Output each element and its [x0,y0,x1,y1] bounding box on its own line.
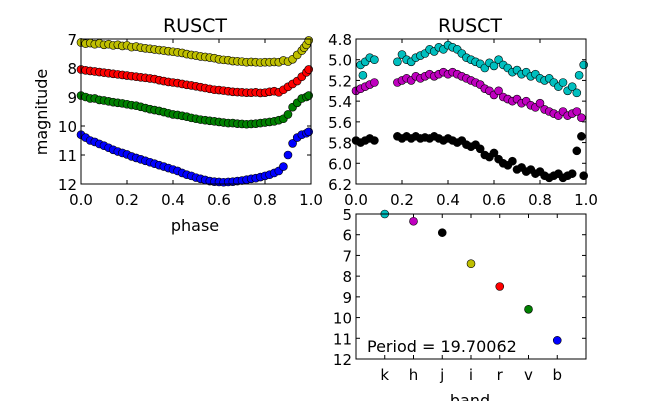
x-tick-label: 0.6 [482,191,506,209]
y-tick-label: 8 [67,60,77,78]
band-marker-r [495,282,505,291]
x-tick-label: 0.8 [253,191,277,209]
band-panel-xlabel: band [450,391,490,401]
y-tick-label: 6 [342,227,352,245]
x-tick-label: v [524,366,533,384]
data-point [572,88,582,98]
x-tick-label: 0.0 [69,191,93,209]
x-tick-label: j [439,366,444,384]
x-tick-label: 0.4 [161,191,185,209]
right-panel-frame [355,38,587,185]
right-panel-markers [351,40,589,183]
band-panel-frame [355,213,587,360]
data-point [567,82,577,91]
data-point [358,70,368,80]
x-tick-label: r [497,366,504,384]
left-panel-markers [76,36,314,187]
x-tick-label: 0.4 [436,191,460,209]
data-point [572,146,582,156]
right-panel-ticks: 4.8 5.0 5.2 5.4 5.6 5.8 6.0 6.20.0 0.2 0.4 0.6 0.8 1… [328,31,598,209]
data-point [370,136,379,145]
band-marker-b [552,336,562,345]
y-tick-label: 5.6 [328,114,352,132]
left-panel-xlabel: phase [171,216,219,235]
x-tick-label: i [469,366,473,384]
y-tick-label: 4.8 [328,31,352,49]
data-point [567,169,577,178]
x-tick-label: 0.2 [390,191,414,209]
band-panel-markers [380,209,562,345]
data-point [370,78,379,87]
data-point [558,78,568,87]
y-tick-label: 5.4 [328,93,352,111]
y-tick-label: 5.8 [328,135,352,153]
left-panel-ticks: 7 8 9 10 11 120.0 0.2 0.4 0.6 0.8 1.0 [58,31,323,209]
y-tick-label: 7 [67,31,77,49]
band-marker-i [466,259,476,269]
y-tick-label: 7 [342,247,352,265]
data-point [577,113,586,123]
left-panel-ylabel: magnitude [32,69,51,156]
x-tick-label: 1.0 [574,191,598,209]
y-tick-label: 6.2 [328,176,352,194]
band-marker-j [437,228,447,237]
period-annotation: Period = 19.70062 [367,337,517,356]
data-point [577,132,586,141]
y-tick-label: 12 [333,351,352,369]
data-point [475,144,485,154]
left-panel-title: RUSCT [163,15,227,37]
y-tick-label: 5.2 [328,72,352,90]
y-tick-label: 9 [342,289,352,307]
data-point [489,61,499,71]
data-point [494,86,503,96]
data-point [393,57,402,67]
x-tick-label: h [409,366,419,384]
data-point [535,98,545,108]
y-tick-label: 9 [67,89,77,107]
data-point [288,139,297,148]
y-tick-label: 8 [342,268,352,286]
data-point [283,150,293,160]
y-tick-label: 10 [58,118,77,136]
x-tick-label: 1.0 [299,191,323,209]
y-tick-label: 12 [58,176,77,194]
band-panel-ticks: 5 6 7 8 9 10 11 12 k h j i r v b [333,206,586,384]
data-point [279,162,288,171]
band-marker-v [524,304,533,314]
y-tick-label: 6.0 [328,155,352,173]
x-tick-label: 0.0 [344,191,368,209]
left-panel-frame [80,38,312,185]
band-magnitude-panel: band Period = 19.70062 5 6 7 8 9 10 11 12 k h j i r v… [333,206,587,401]
data-point [508,156,517,166]
x-tick-label: k [380,366,389,384]
x-tick-label: 0.2 [115,191,139,209]
data-point [370,55,379,65]
band-marker-h [409,216,418,226]
data-point [574,70,584,80]
x-tick-label: b [552,366,562,384]
y-tick-label: 5 [342,206,352,224]
y-tick-label: 10 [333,310,352,328]
y-tick-label: 11 [333,330,352,348]
right-panel-title: RUSCT [438,15,502,37]
x-tick-label: 0.8 [528,191,552,209]
y-tick-label: 5.0 [328,52,352,70]
data-point [489,148,499,158]
y-tick-label: 11 [58,147,77,165]
data-point [572,107,582,116]
x-tick-label: 0.6 [207,191,231,209]
phase-light-curve-panel-right: RUSCT 4.8 5.0 5.2 5.4 5.6 5.8 6.0 6.20.0 0.2 0.4 0… [328,15,598,209]
phase-light-curve-panel-left: RUSCT magnitude phase 7 8 9 10 11 120.0 0.2 0.4… [32,15,323,235]
data-point [283,110,293,119]
